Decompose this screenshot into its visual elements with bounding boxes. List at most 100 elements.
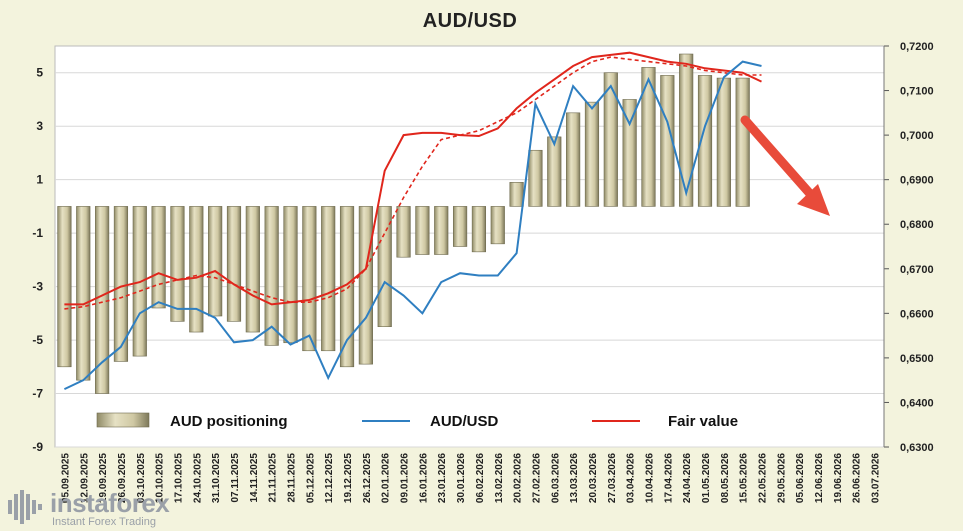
legend-swatch-positioning [96,412,150,428]
left-tick-label: -9 [32,440,43,454]
positioning-bar [76,206,91,381]
trend-arrow-head [797,184,830,216]
x-tick-label: 13.02.2026 [494,453,505,503]
x-tick-label: 27.03.2026 [607,453,618,503]
x-tick-label: 23.01.2026 [437,453,448,503]
x-tick-label: 24.04.2026 [682,453,693,503]
audusd-line [63,60,762,391]
x-tick-label: 26.09.2025 [117,453,128,503]
positioning-bar [697,75,713,207]
brand-name: instaforex [50,488,170,518]
x-tick-label: 03.07.2026 [871,453,882,503]
positioning-bar [208,206,223,317]
positioning-bar [641,67,656,207]
positioning-bar [547,136,562,207]
trend-arrow-shaft [740,115,817,201]
positioning-bar [735,77,750,207]
legend-label-positioning: AUD positioning [170,413,287,430]
positioning-bar [434,206,449,255]
x-tick-label: 30.01.2026 [456,453,467,503]
x-tick-label: 01.05.2026 [701,453,712,503]
x-tick-label: 19.12.2025 [343,453,354,503]
x-tick-label: 19.09.2025 [98,453,109,503]
x-tick-label: 15.05.2026 [739,453,750,503]
x-tick-label: 12.06.2026 [814,453,825,503]
x-tick-label: 05.12.2025 [305,453,316,503]
x-tick-label: 05.06.2026 [795,453,806,503]
x-tick-label: 20.02.2026 [513,453,524,503]
x-tick-label: 08.05.2026 [720,453,731,503]
x-tick-label: 06.03.2026 [550,453,561,503]
x-tick-label: 29.05.2026 [776,453,787,503]
positioning-bar [57,206,72,368]
positioning-bar [245,206,260,333]
right-tick-label: 0,7100 [900,86,934,98]
x-tick-label: 02.01.2026 [381,453,392,503]
left-tick-label: -5 [32,333,43,347]
left-tick-label: -3 [32,280,43,294]
positioning-bar [358,206,373,365]
right-tick-label: 0,6900 [900,175,934,187]
x-tick-label: 06.02.2026 [475,453,486,503]
positioning-bar [509,182,524,207]
x-tick-label: 16.01.2026 [418,453,429,503]
x-tick-label: 19.06.2026 [833,453,844,503]
x-tick-label: 31.10.2025 [211,453,222,503]
x-tick-label: 05.09.2025 [60,453,71,503]
left-tick-label: 5 [36,66,43,80]
brand-tagline: Instant Forex Trading [52,516,156,528]
right-tick-label: 0,6700 [900,264,934,276]
positioning-bar [622,99,637,207]
positioning-bar [471,206,487,253]
chart-title: AUD/USD [422,10,518,32]
left-tick-label: 1 [36,173,43,187]
right-tick-label: 0,6400 [900,397,934,409]
positioning-bar [603,72,618,207]
positioning-bar [113,206,129,362]
positioning-bar [302,206,317,352]
positioning-bar [716,77,731,207]
positioning-bar [490,206,505,245]
positioning-bar [189,206,204,333]
positioning-bar [283,206,298,344]
positioning-bar [566,112,581,207]
right-tick-label: 0,6800 [900,219,934,231]
instaforex-logo-icon [8,490,42,524]
left-tick-label: 3 [36,119,43,133]
x-tick-label: 24.10.2025 [192,453,203,503]
right-tick-label: 0,6600 [900,308,934,320]
positioning-bar [396,206,411,258]
x-tick-label: 21.11.2025 [268,453,279,503]
positioning-bar [415,206,430,255]
positioning-bar [151,206,166,309]
positioning-bar [170,206,185,322]
positioning-bar [528,149,543,207]
x-tick-label: 03.10.2025 [136,453,147,503]
right-tick-label: 0,7000 [900,130,934,142]
positioning-bar [226,206,242,322]
x-tick-label: 12.12.2025 [324,453,335,503]
positioning-bar [264,206,279,346]
positioning-bar [660,75,675,207]
brand-logo: instaforex Instant Forex Trading [8,486,198,528]
x-tick-label: 22.05.2026 [758,453,769,503]
x-tick-label: 03.04.2026 [626,453,637,503]
x-tick-label: 10.04.2026 [644,453,655,503]
fair-value-line [64,51,762,306]
positioning-bar [584,101,600,207]
x-tick-label: 27.02.2026 [531,453,542,503]
x-tick-label: 14.11.2025 [249,453,260,503]
positioning-bar [377,206,392,327]
x-tick-label: 12.09.2025 [79,453,90,503]
legend-label-fair-value: Fair value [668,413,738,430]
x-tick-label: 28.11.2025 [287,453,298,503]
x-tick-label: 26.06.2026 [852,453,863,503]
x-tick-label: 07.11.2025 [230,453,241,503]
x-tick-label: 10.10.2025 [155,453,166,503]
positioning-bar [679,53,694,207]
right-tick-label: 0,6500 [900,353,934,365]
left-tick-label: -7 [32,387,43,401]
positioning-bar [452,206,468,247]
